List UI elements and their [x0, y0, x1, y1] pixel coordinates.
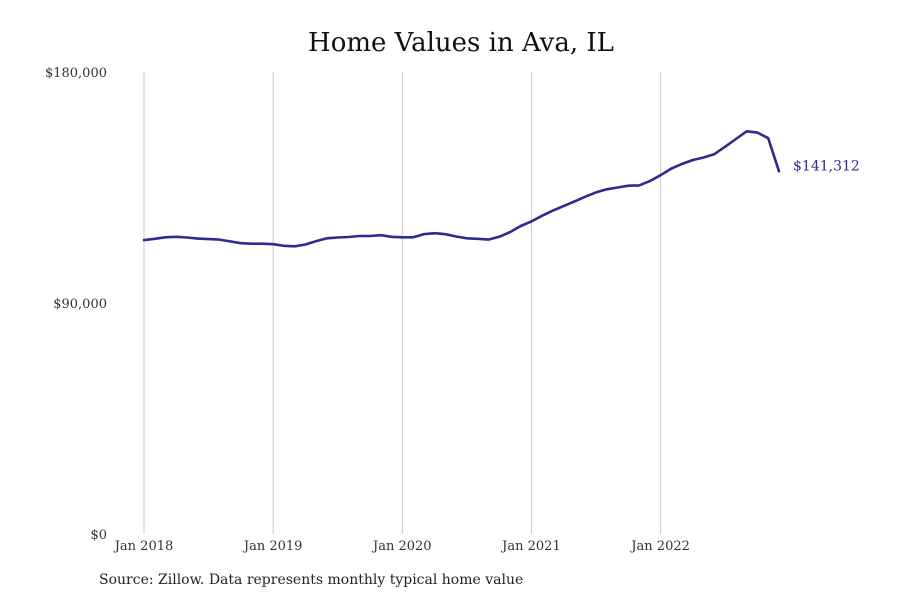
y-tick-label: $0	[90, 528, 107, 543]
x-tick-label: Jan 2021	[500, 539, 561, 554]
x-tick-label: Jan 2020	[371, 539, 432, 554]
series-line	[142, 130, 781, 248]
x-tick-label: Jan 2022	[629, 539, 690, 554]
y-axis-ticks: $0 $90,000 $180,000	[45, 66, 107, 543]
y-tick-label: $90,000	[53, 297, 107, 312]
x-tick-label: Jan 2019	[242, 539, 303, 554]
x-axis-ticks: Jan 2018 Jan 2019 Jan 2020 Jan 2021 Jan 2022	[113, 539, 690, 554]
chart-title: Home Values in Ava, IL	[308, 28, 614, 58]
source-note: Source: Zillow. Data represents monthly …	[99, 572, 524, 588]
end-value-label: $141,312	[793, 158, 860, 174]
x-tick-label: Jan 2018	[113, 539, 174, 554]
y-tick-label: $180,000	[45, 66, 107, 81]
series-layer	[142, 130, 781, 248]
grid-layer	[143, 72, 662, 534]
